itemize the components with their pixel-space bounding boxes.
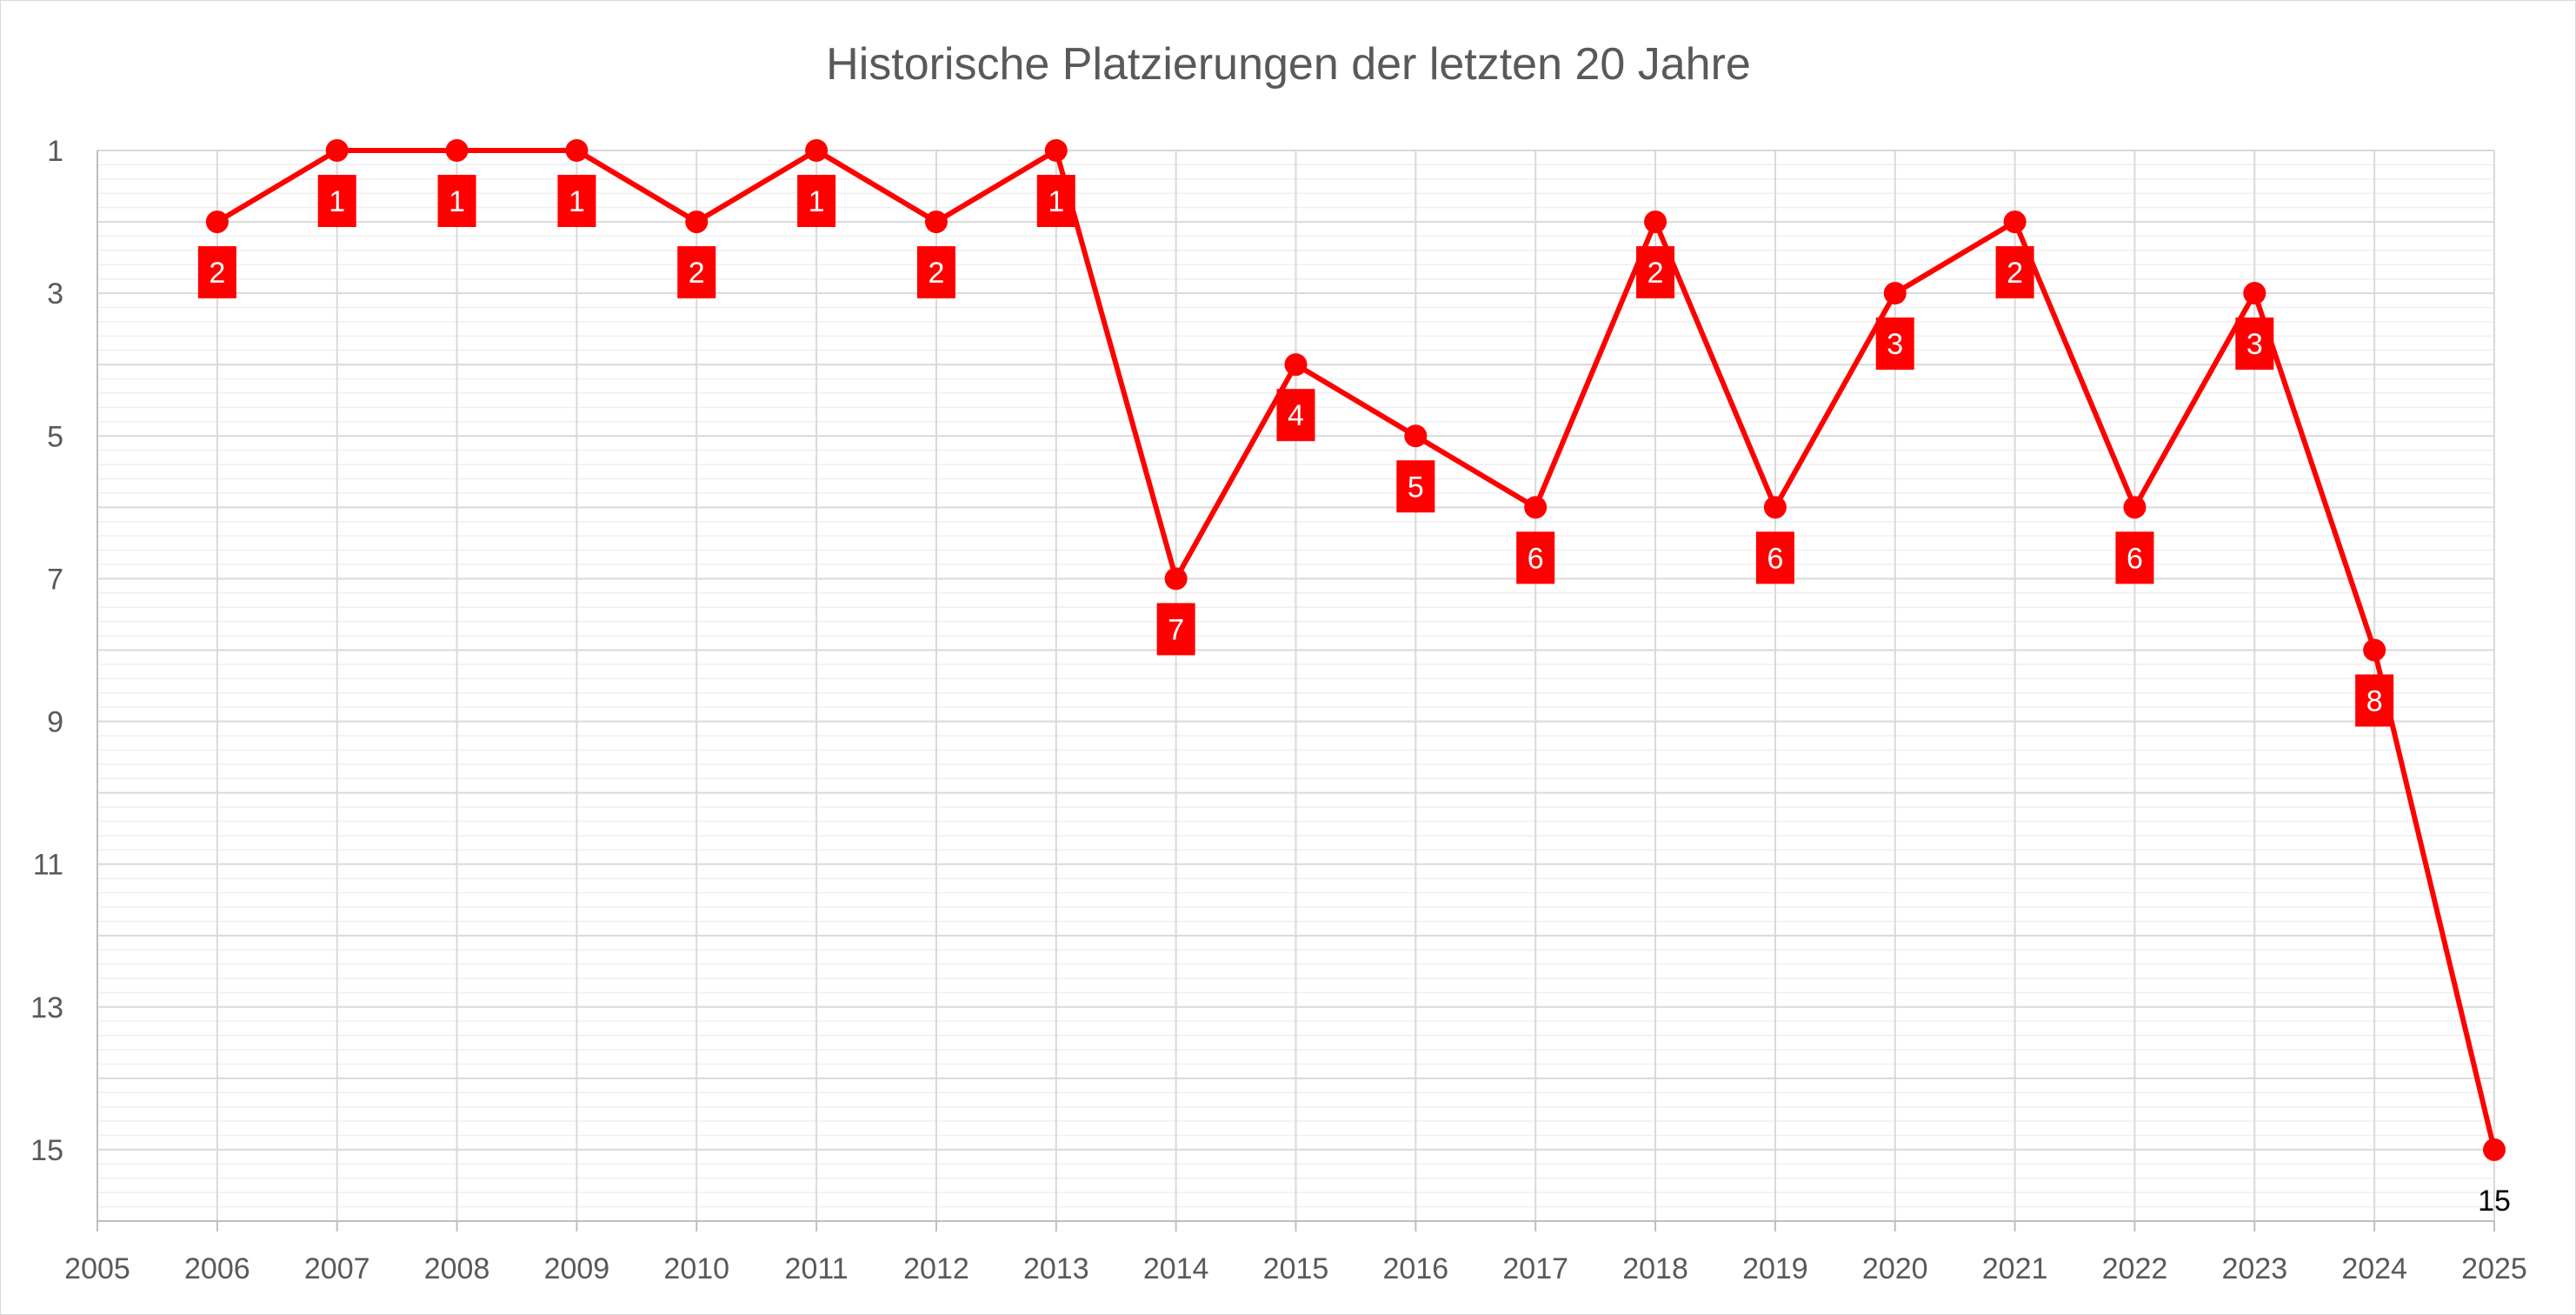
y-tick-label: 3: [47, 277, 63, 310]
data-label-box: [916, 246, 955, 299]
data-label-box: [2115, 531, 2154, 584]
y-tick-label: 1: [47, 135, 63, 168]
data-label: 5: [1408, 471, 1424, 504]
data-label: 1: [329, 185, 345, 218]
axes: 2005 2006 2007 2008 2009 2010 2011 2012 2013 2014…: [30, 135, 2527, 1285]
data-label: 2: [1647, 257, 1664, 290]
data-label-box: [1995, 246, 2034, 299]
data-point: [1644, 210, 1667, 234]
chart-title: Historische Platzierungen der letzten 20…: [826, 39, 1751, 90]
data-labels: 2 1 1 1 2 1 2 1 7 4 5 6 2 6 3 2 6 3 8 15: [197, 175, 2511, 1218]
data-label: 7: [1168, 613, 1184, 646]
x-tick-label: 2019: [1742, 1252, 1808, 1285]
series-line: [216, 148, 2497, 1151]
data-point: [1763, 496, 1787, 519]
x-tick-label: 2007: [304, 1252, 370, 1285]
data-label-box: [1516, 531, 1555, 584]
data-point: [1404, 424, 1428, 448]
data-point: [1164, 567, 1188, 591]
data-point: [1524, 496, 1548, 519]
data-label-box: [1636, 246, 1675, 299]
data-label: 1: [1048, 185, 1064, 218]
data-label-box: [1396, 460, 1435, 513]
data-label: 2: [928, 257, 944, 290]
x-tick-label: 2006: [184, 1252, 250, 1285]
x-tick-label: 2018: [1622, 1252, 1688, 1285]
data-label-box: [797, 175, 836, 227]
data-point: [1883, 282, 1907, 305]
data-label-box: [1755, 531, 1794, 584]
data-label: 1: [569, 185, 585, 218]
data-point: [2123, 496, 2147, 519]
data-label: 3: [1887, 328, 1903, 361]
x-tick-label: 2015: [1263, 1252, 1329, 1285]
data-point: [805, 139, 829, 162]
y-tick-label: 15: [30, 1134, 63, 1167]
y-tick-label: 9: [47, 706, 63, 739]
data-label-box: [1875, 317, 1914, 370]
x-tick-label: 2023: [2221, 1252, 2287, 1285]
x-tick-label: 2025: [2461, 1252, 2527, 1285]
x-tick-label: 2005: [64, 1252, 130, 1285]
y-tick-label: 7: [47, 563, 63, 596]
data-label-box: [557, 175, 596, 227]
data-point: [565, 139, 589, 162]
data-label-box: [2355, 674, 2394, 727]
gridlines: [97, 150, 2495, 1222]
data-label: 2: [689, 257, 705, 290]
x-tick-label: 2013: [1023, 1252, 1089, 1285]
data-label: 6: [1767, 542, 1783, 575]
data-label: 15: [2478, 1185, 2511, 1218]
x-tick-label: 2022: [2102, 1252, 2168, 1285]
x-tick-label: 2009: [544, 1252, 610, 1285]
data-label-box: [1276, 389, 1315, 442]
data-label: 2: [209, 257, 225, 290]
data-label-box: [437, 175, 476, 227]
series-placement: [205, 139, 2506, 1161]
data-label: 1: [449, 185, 465, 218]
data-label: 8: [2366, 684, 2383, 718]
data-label: 4: [1288, 399, 1304, 432]
y-tick-label: 5: [47, 420, 63, 453]
x-tick-label: 2008: [424, 1252, 490, 1285]
data-label-box: [677, 246, 716, 299]
x-tick-label: 2010: [663, 1252, 729, 1285]
data-label: 6: [1528, 542, 1544, 575]
data-point: [685, 210, 709, 234]
x-tick-label: 2016: [1383, 1252, 1449, 1285]
data-label: 6: [2127, 542, 2143, 575]
y-tick-label: 13: [30, 991, 63, 1025]
data-point: [1284, 353, 1308, 377]
x-tick-label: 2017: [1502, 1252, 1568, 1285]
x-tick-label: 2024: [2341, 1252, 2407, 1285]
data-point: [924, 210, 948, 234]
data-label-box: [317, 175, 356, 227]
data-label: 2: [2007, 257, 2023, 290]
data-label: 3: [2247, 328, 2263, 361]
y-tick-label: 11: [33, 849, 63, 882]
data-point: [2003, 210, 2027, 234]
data-point: [2483, 1138, 2506, 1161]
data-point: [325, 139, 349, 162]
data-label-box: [197, 246, 236, 299]
data-point: [1044, 139, 1068, 162]
data-point: [2363, 638, 2386, 662]
data-point: [2243, 282, 2266, 305]
data-label-box: [1156, 603, 1195, 656]
data-label: 1: [809, 185, 825, 218]
x-tick-label: 2021: [1982, 1252, 2048, 1285]
x-tick-label: 2020: [1862, 1252, 1928, 1285]
x-tick-label: 2011: [785, 1252, 849, 1285]
data-label-box: [1036, 175, 1075, 227]
data-label-box: [2235, 317, 2274, 370]
x-tick-label: 2014: [1143, 1252, 1209, 1285]
data-point: [205, 210, 229, 234]
x-tick-label: 2012: [903, 1252, 969, 1285]
data-point: [445, 139, 469, 162]
